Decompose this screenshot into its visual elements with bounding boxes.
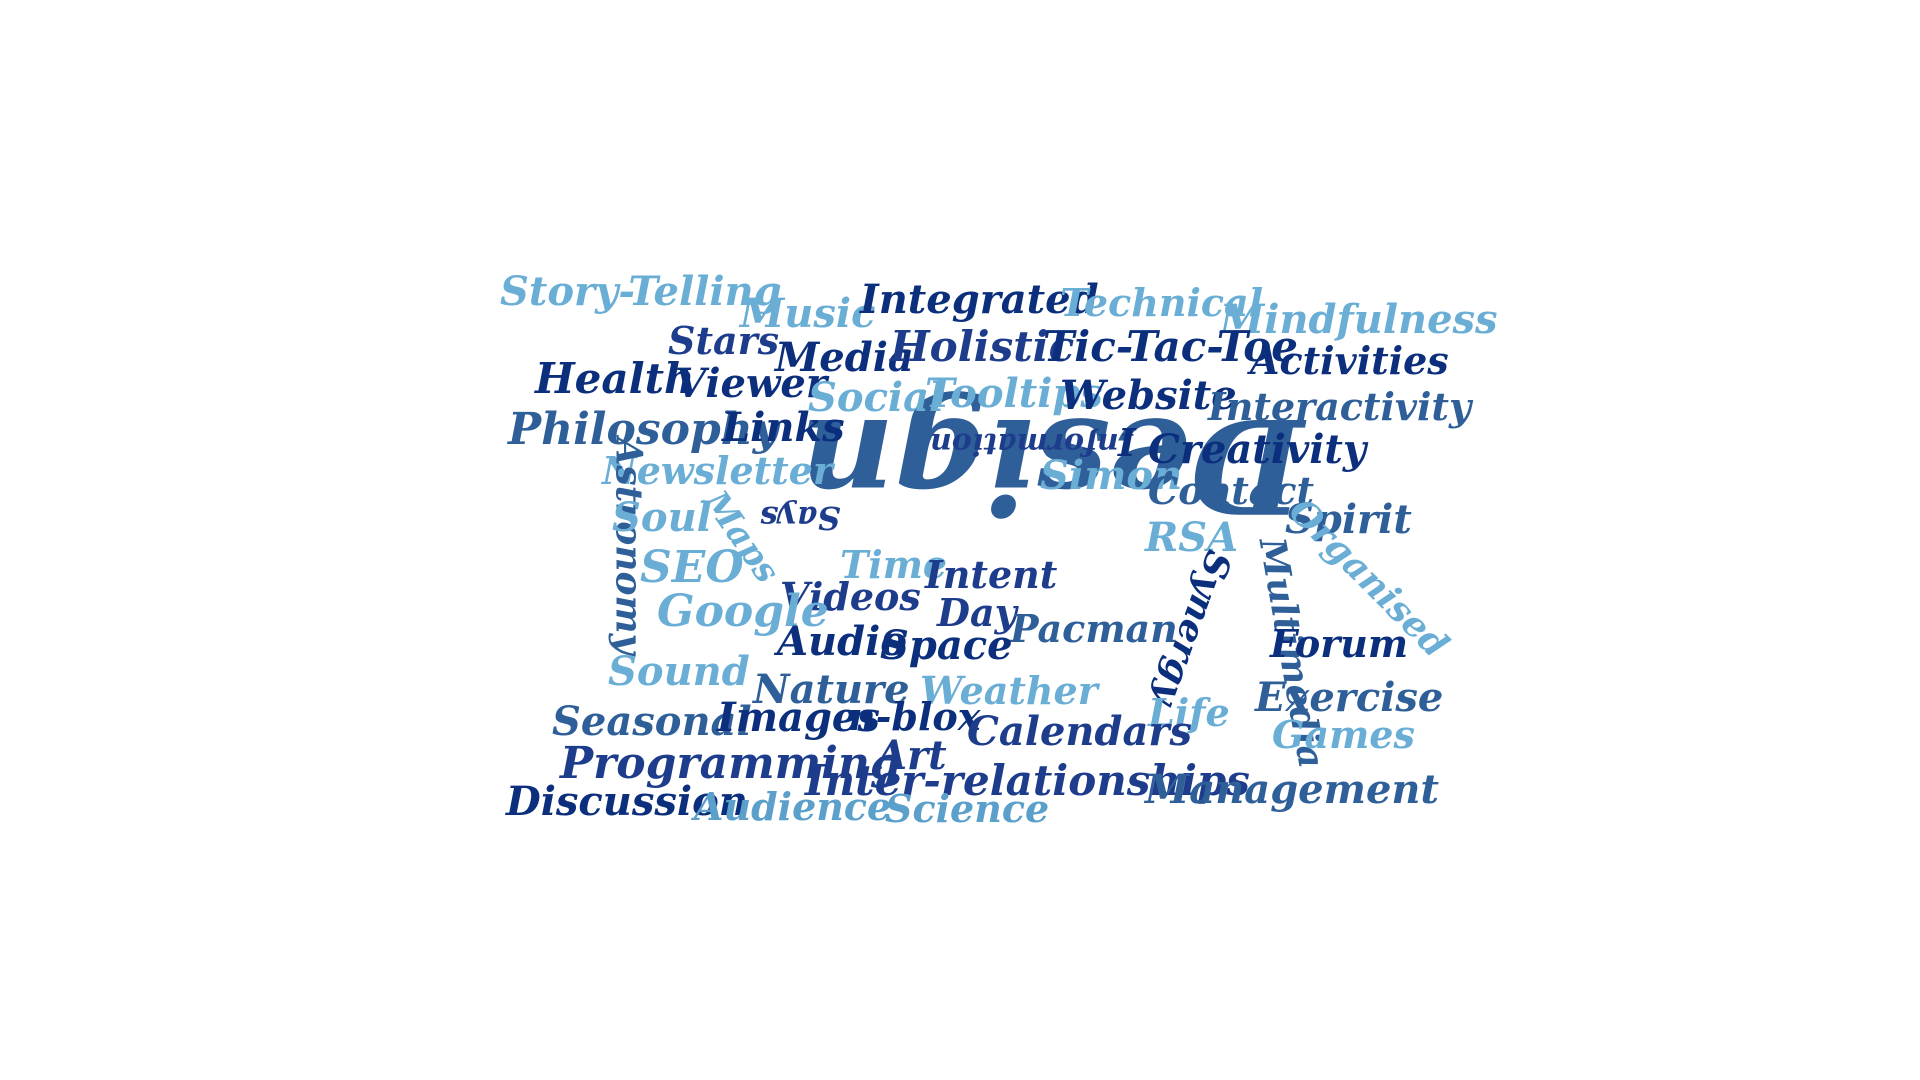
word-time: Time: [840, 542, 948, 587]
word-social: Social: [808, 374, 945, 421]
word-interactivity: Interactivity: [1208, 384, 1472, 429]
word-nature: Nature: [753, 666, 910, 713]
word-weather: Weather: [920, 668, 1098, 713]
word-website: Website: [1060, 372, 1237, 419]
word-story-telling: Story-Telling: [500, 268, 782, 315]
word-programming: Programming: [560, 738, 901, 789]
word-games: Games: [1272, 712, 1415, 757]
word-stars: Stars: [668, 318, 780, 363]
word-activities: Activities: [1250, 338, 1449, 383]
word-music: Music: [740, 290, 876, 337]
word-sound: Sound: [608, 648, 750, 695]
word-seo: SEO: [640, 542, 744, 593]
word-discussion: Discussion: [506, 778, 748, 825]
word-says: Says: [760, 499, 841, 537]
word-audience: Audience: [694, 784, 892, 829]
word-health: Health: [535, 354, 695, 403]
word-contact: Contact: [1148, 468, 1315, 513]
word-management: Management: [1145, 766, 1439, 813]
word-images: Images: [717, 694, 880, 741]
word-mindfulness: Mindfulness: [1220, 296, 1498, 343]
word-google: Google: [657, 586, 829, 637]
word-art: Art: [876, 732, 947, 779]
word-science: Science: [885, 786, 1050, 831]
word-intent: Intent: [925, 552, 1058, 597]
word-calendars: Calendars: [967, 708, 1192, 755]
word-rsa: RSA: [1145, 514, 1239, 561]
word-technical: Technical: [1060, 280, 1264, 325]
word-links: Links: [722, 404, 845, 451]
word-exercise: Exercise: [1255, 674, 1444, 721]
word-n-blox: n-blox: [848, 694, 981, 739]
word-holistic: Holistic: [890, 322, 1075, 371]
word-pacman: Pacman: [1010, 606, 1178, 651]
word-viewer: Viewer: [675, 360, 827, 407]
word-space: Space: [880, 622, 1013, 669]
word-i: I: [1118, 420, 1136, 465]
word-tic-tac-toe: Tic-Tac-Toe: [1043, 322, 1298, 371]
word-spirit: Spirit: [1285, 496, 1412, 543]
word-soul: Soul: [612, 494, 712, 541]
word-integrated: Integrated: [860, 276, 1099, 323]
word-life: Life: [1148, 690, 1230, 735]
word-audio: Audio: [777, 618, 907, 665]
word-videos: Videos: [780, 574, 921, 619]
word-philosophy: Philosophy: [508, 404, 779, 455]
word-simon: Simon: [1040, 452, 1183, 499]
word-day: Day: [937, 590, 1017, 635]
word-tooltips: Tooltips: [925, 370, 1103, 417]
word-inter-relationships: Inter-relationships: [805, 756, 1250, 805]
word-forum: Forum: [1270, 621, 1409, 666]
word-seasonal: Seasonal: [552, 698, 752, 745]
word-media: Media: [775, 334, 914, 381]
word-creativity: Creativity: [1148, 426, 1367, 473]
word-newsletter: Newsletter: [602, 448, 833, 493]
